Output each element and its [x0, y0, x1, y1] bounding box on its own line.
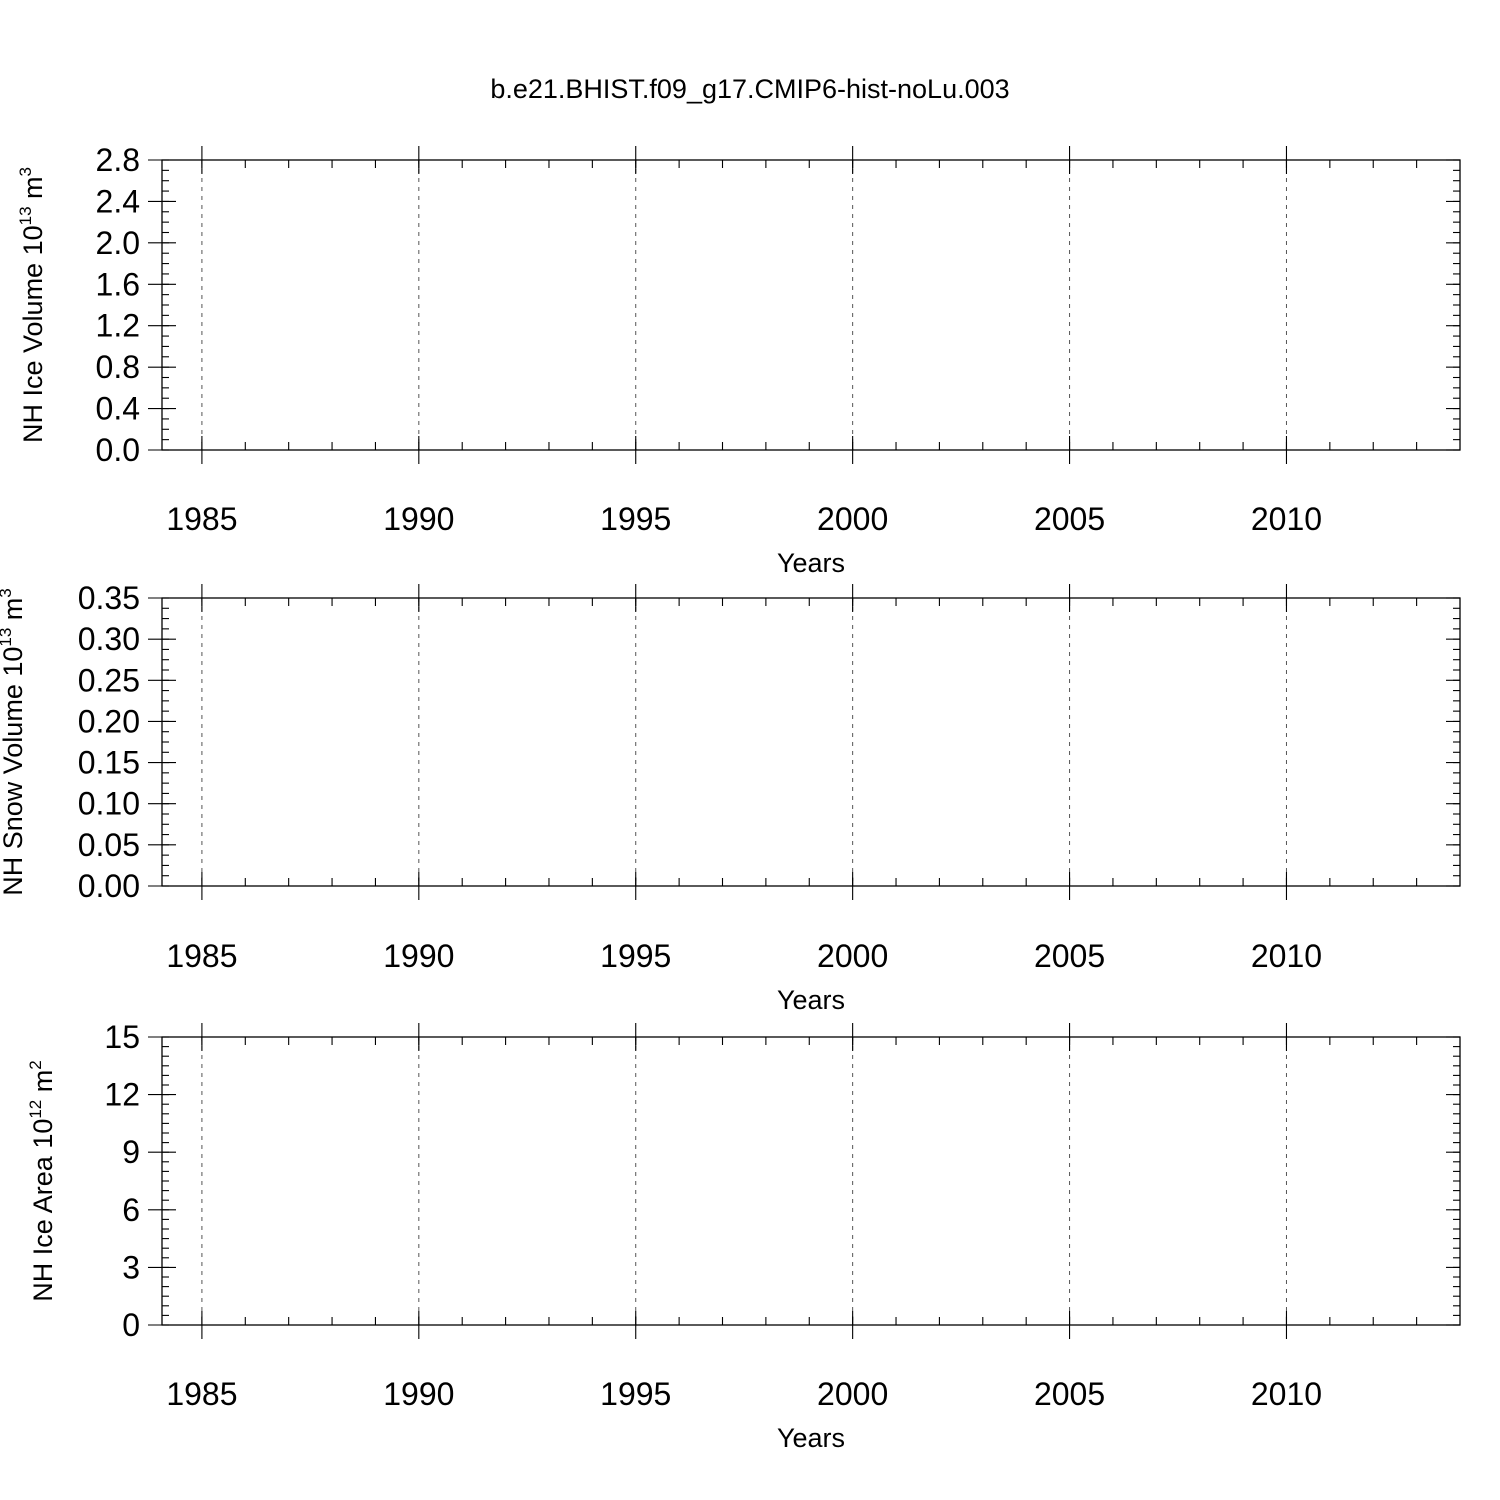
x-tick-label: 1990 — [383, 938, 454, 974]
x-tick-label: 1985 — [166, 1376, 237, 1412]
panel-snow-volume: 0.00 0.05 0.10 0.15 0.20 0.25 0.30 0.35 1985 1990… — [0, 580, 1461, 1015]
x-tick-label: 1985 — [166, 501, 237, 537]
y-tick-label: 0.8 — [96, 349, 140, 385]
y-axis-title: NH Ice Volume 1013 m3 — [16, 167, 48, 443]
y-tick-label: 0.20 — [78, 703, 140, 739]
plot-frame — [161, 159, 1461, 451]
y-tick-label: 0.00 — [78, 868, 140, 904]
y-tick-label: 0.4 — [96, 391, 140, 427]
x-tick-label: 2005 — [1034, 1376, 1105, 1412]
x-tick-label: 1995 — [600, 1376, 671, 1412]
y-tick-label: 1.6 — [96, 266, 140, 302]
x-tick-label: 1990 — [383, 501, 454, 537]
y-tick-label: 2.8 — [96, 142, 140, 178]
x-tick-label: 2000 — [817, 938, 888, 974]
y-tick-label: 0.0 — [96, 432, 140, 468]
y-tick-label: 0.30 — [78, 621, 140, 657]
x-tick-label: 2000 — [817, 501, 888, 537]
x-tick-label: 1985 — [166, 938, 237, 974]
x-axis-title: Years — [777, 1423, 845, 1453]
x-tick-label: 2010 — [1251, 501, 1322, 537]
x-tick-label: 2005 — [1034, 938, 1105, 974]
plot-frame — [161, 597, 1461, 887]
y-tick-label: 0.25 — [78, 662, 140, 698]
panel-ice-volume: 0.0 0.4 0.8 1.2 1.6 2.0 2.4 2.8 1985 1990 1995 2000… — [16, 142, 1461, 578]
y-tick-label: 15 — [104, 1019, 140, 1055]
y-tick-label: 0.15 — [78, 745, 140, 781]
y-tick-label: 0.35 — [78, 580, 140, 616]
y-tick-label: 0 — [122, 1307, 140, 1343]
y-tick-label: 2.0 — [96, 225, 140, 261]
y-tick-label: 9 — [122, 1134, 140, 1170]
x-tick-label: 1995 — [600, 938, 671, 974]
y-axis-title: NH Ice Area 1012 m2 — [26, 1060, 58, 1301]
chart-title: b.e21.BHIST.f09_g17.CMIP6-hist-noLu.003 — [490, 74, 1009, 104]
y-tick-label: 12 — [104, 1077, 140, 1113]
x-axis-title: Years — [777, 985, 845, 1015]
x-tick-label: 2000 — [817, 1376, 888, 1412]
x-tick-label: 2010 — [1251, 1376, 1322, 1412]
y-tick-label: 2.4 — [96, 183, 140, 219]
y-tick-label: 0.10 — [78, 786, 140, 822]
x-tick-label: 1990 — [383, 1376, 454, 1412]
x-tick-label: 1995 — [600, 501, 671, 537]
x-axis-title: Years — [777, 548, 845, 578]
y-axis-title: NH Snow Volume 1013 m3 — [0, 588, 28, 896]
y-tick-label: 3 — [122, 1249, 140, 1285]
y-tick-label: 0.05 — [78, 827, 140, 863]
chart-panels: 0.0 0.4 0.8 1.2 1.6 2.0 2.4 2.8 1985 1990 1995 2000… — [0, 142, 1461, 1453]
plot-frame — [161, 1036, 1461, 1326]
panel-ice-area: 0 3 6 9 12 15 1985 1990 1995 2000 2005 2010 Years NH … — [26, 1019, 1461, 1453]
x-tick-label: 2010 — [1251, 938, 1322, 974]
x-tick-label: 2005 — [1034, 501, 1105, 537]
y-tick-label: 1.2 — [96, 308, 140, 344]
y-tick-label: 6 — [122, 1192, 140, 1228]
